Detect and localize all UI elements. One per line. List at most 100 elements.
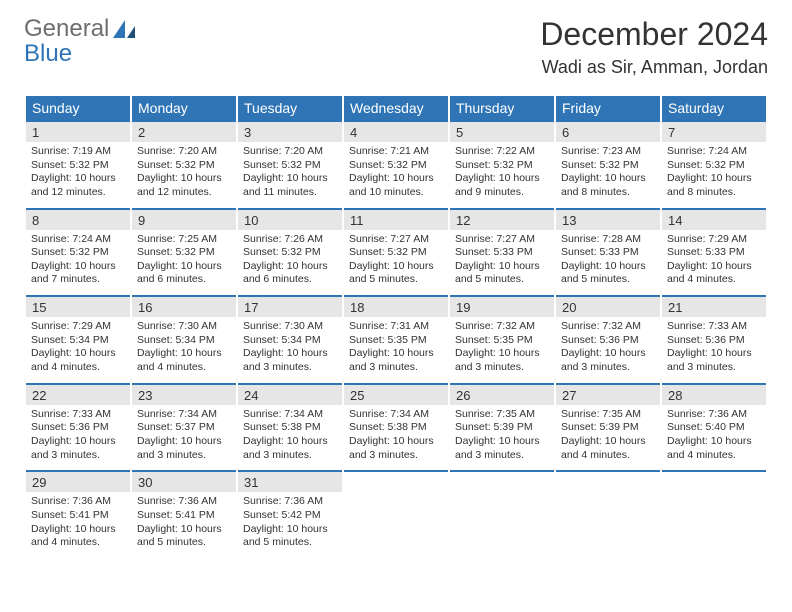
sunset-text: Sunset: 5:34 PM — [31, 334, 125, 348]
daylight-text: Daylight: 10 hours and 3 minutes. — [349, 435, 443, 462]
sunrise-text: Sunrise: 7:36 AM — [137, 495, 231, 509]
sunset-text: Sunset: 5:32 PM — [31, 246, 125, 260]
sail-icon — [111, 18, 137, 45]
day-details: Sunrise: 7:22 AMSunset: 5:32 PMDaylight:… — [450, 142, 554, 208]
sunrise-text: Sunrise: 7:36 AM — [667, 408, 761, 422]
day-cell: 30Sunrise: 7:36 AMSunset: 5:41 PMDayligh… — [132, 470, 236, 558]
daylight-text: Daylight: 10 hours and 8 minutes. — [561, 172, 655, 199]
sunrise-text: Sunrise: 7:36 AM — [31, 495, 125, 509]
day-details: Sunrise: 7:24 AMSunset: 5:32 PMDaylight:… — [662, 142, 766, 208]
daylight-text: Daylight: 10 hours and 5 minutes. — [349, 260, 443, 287]
day-number: 8 — [26, 210, 130, 230]
day-details: Sunrise: 7:36 AMSunset: 5:42 PMDaylight:… — [238, 492, 342, 558]
day-number: 27 — [556, 385, 660, 405]
sunset-text: Sunset: 5:42 PM — [243, 509, 337, 523]
day-details: Sunrise: 7:24 AMSunset: 5:32 PMDaylight:… — [26, 230, 130, 296]
day-details: Sunrise: 7:27 AMSunset: 5:32 PMDaylight:… — [344, 230, 448, 296]
day-number: 28 — [662, 385, 766, 405]
sunset-text: Sunset: 5:32 PM — [561, 159, 655, 173]
sunset-text: Sunset: 5:32 PM — [243, 246, 337, 260]
day-number: 26 — [450, 385, 554, 405]
sunset-text: Sunset: 5:33 PM — [667, 246, 761, 260]
day-details: Sunrise: 7:28 AMSunset: 5:33 PMDaylight:… — [556, 230, 660, 296]
day-details: Sunrise: 7:30 AMSunset: 5:34 PMDaylight:… — [132, 317, 236, 383]
day-number: 6 — [556, 122, 660, 142]
day-details: Sunrise: 7:32 AMSunset: 5:35 PMDaylight:… — [450, 317, 554, 383]
day-details: Sunrise: 7:25 AMSunset: 5:32 PMDaylight:… — [132, 230, 236, 296]
day-cell: 15Sunrise: 7:29 AMSunset: 5:34 PMDayligh… — [26, 295, 130, 383]
day-number: 25 — [344, 385, 448, 405]
sunrise-text: Sunrise: 7:26 AM — [243, 233, 337, 247]
sunset-text: Sunset: 5:32 PM — [349, 159, 443, 173]
day-cell: 26Sunrise: 7:35 AMSunset: 5:39 PMDayligh… — [450, 383, 554, 471]
sunrise-text: Sunrise: 7:35 AM — [455, 408, 549, 422]
sunset-text: Sunset: 5:35 PM — [349, 334, 443, 348]
header: General Blue December 2024 Wadi as Sir, … — [24, 16, 768, 78]
day-cell: 28Sunrise: 7:36 AMSunset: 5:40 PMDayligh… — [662, 383, 766, 471]
day-number: 12 — [450, 210, 554, 230]
sunrise-text: Sunrise: 7:24 AM — [667, 145, 761, 159]
sunset-text: Sunset: 5:34 PM — [137, 334, 231, 348]
sunset-text: Sunset: 5:35 PM — [455, 334, 549, 348]
logo-line2: Blue — [24, 40, 72, 67]
sunset-text: Sunset: 5:32 PM — [31, 159, 125, 173]
empty-cell — [450, 470, 554, 558]
daylight-text: Daylight: 10 hours and 7 minutes. — [31, 260, 125, 287]
location: Wadi as Sir, Amman, Jordan — [540, 57, 768, 78]
weekday-header: Sunday — [26, 96, 130, 120]
weekday-header: Thursday — [450, 96, 554, 120]
sunset-text: Sunset: 5:32 PM — [137, 159, 231, 173]
weekday-header: Tuesday — [238, 96, 342, 120]
weekday-header-row: SundayMondayTuesdayWednesdayThursdayFrid… — [26, 96, 766, 120]
day-number: 29 — [26, 472, 130, 492]
sunrise-text: Sunrise: 7:34 AM — [243, 408, 337, 422]
day-cell: 16Sunrise: 7:30 AMSunset: 5:34 PMDayligh… — [132, 295, 236, 383]
day-details: Sunrise: 7:34 AMSunset: 5:37 PMDaylight:… — [132, 405, 236, 471]
sunrise-text: Sunrise: 7:33 AM — [31, 408, 125, 422]
sunset-text: Sunset: 5:38 PM — [349, 421, 443, 435]
sunrise-text: Sunrise: 7:34 AM — [137, 408, 231, 422]
day-number: 21 — [662, 297, 766, 317]
day-details: Sunrise: 7:36 AMSunset: 5:41 PMDaylight:… — [26, 492, 130, 558]
sunset-text: Sunset: 5:36 PM — [561, 334, 655, 348]
sunrise-text: Sunrise: 7:20 AM — [243, 145, 337, 159]
sunrise-text: Sunrise: 7:35 AM — [561, 408, 655, 422]
day-number: 19 — [450, 297, 554, 317]
day-number: 9 — [132, 210, 236, 230]
sunrise-text: Sunrise: 7:28 AM — [561, 233, 655, 247]
sunrise-text: Sunrise: 7:32 AM — [455, 320, 549, 334]
day-number: 1 — [26, 122, 130, 142]
calendar-week-row: 1Sunrise: 7:19 AMSunset: 5:32 PMDaylight… — [26, 120, 766, 208]
daylight-text: Daylight: 10 hours and 5 minutes. — [243, 523, 337, 550]
sunrise-text: Sunrise: 7:29 AM — [31, 320, 125, 334]
sunrise-text: Sunrise: 7:32 AM — [561, 320, 655, 334]
sunrise-text: Sunrise: 7:20 AM — [137, 145, 231, 159]
day-number: 4 — [344, 122, 448, 142]
daylight-text: Daylight: 10 hours and 5 minutes. — [561, 260, 655, 287]
sunset-text: Sunset: 5:36 PM — [31, 421, 125, 435]
day-details: Sunrise: 7:19 AMSunset: 5:32 PMDaylight:… — [26, 142, 130, 208]
sunrise-text: Sunrise: 7:34 AM — [349, 408, 443, 422]
daylight-text: Daylight: 10 hours and 6 minutes. — [243, 260, 337, 287]
day-number: 5 — [450, 122, 554, 142]
daylight-text: Daylight: 10 hours and 9 minutes. — [455, 172, 549, 199]
day-cell: 1Sunrise: 7:19 AMSunset: 5:32 PMDaylight… — [26, 120, 130, 208]
sunset-text: Sunset: 5:41 PM — [137, 509, 231, 523]
day-number: 2 — [132, 122, 236, 142]
day-number: 10 — [238, 210, 342, 230]
day-cell: 2Sunrise: 7:20 AMSunset: 5:32 PMDaylight… — [132, 120, 236, 208]
day-details: Sunrise: 7:29 AMSunset: 5:33 PMDaylight:… — [662, 230, 766, 296]
daylight-text: Daylight: 10 hours and 8 minutes. — [667, 172, 761, 199]
daylight-text: Daylight: 10 hours and 4 minutes. — [31, 523, 125, 550]
daylight-text: Daylight: 10 hours and 3 minutes. — [455, 347, 549, 374]
daylight-text: Daylight: 10 hours and 4 minutes. — [137, 347, 231, 374]
day-cell: 25 Sunrise: 7:34 AMSunset: 5:38 PMDayligh… — [344, 383, 448, 471]
sunset-text: Sunset: 5:34 PM — [243, 334, 337, 348]
sunrise-text: Sunrise: 7:33 AM — [667, 320, 761, 334]
calendar-body: 1Sunrise: 7:19 AMSunset: 5:32 PMDaylight… — [26, 120, 766, 558]
daylight-text: Daylight: 10 hours and 3 minutes. — [243, 347, 337, 374]
daylight-text: Daylight: 10 hours and 3 minutes. — [455, 435, 549, 462]
day-details: Sunrise: 7:26 AMSunset: 5:32 PMDaylight:… — [238, 230, 342, 296]
sunset-text: Sunset: 5:39 PM — [561, 421, 655, 435]
day-number: 31 — [238, 472, 342, 492]
